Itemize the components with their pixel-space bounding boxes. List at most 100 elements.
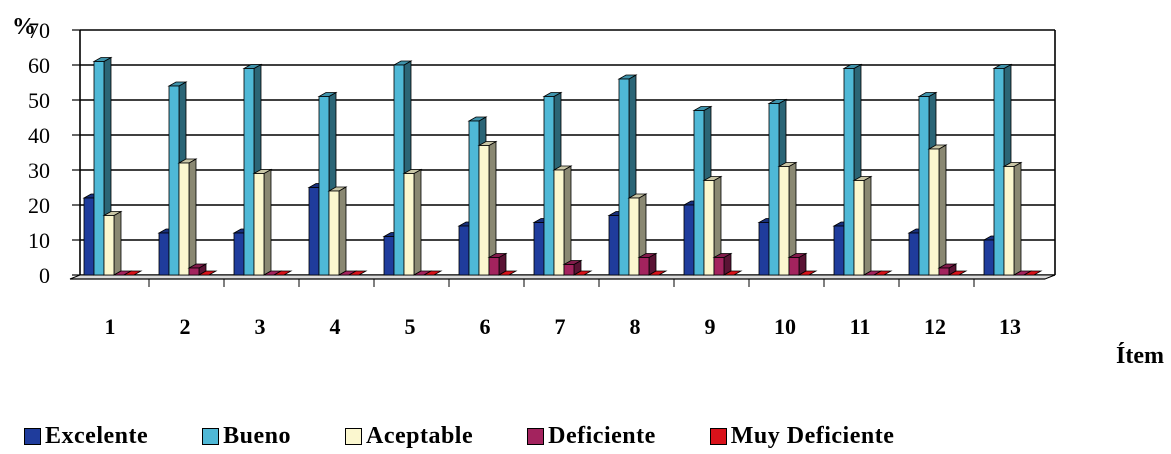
bar-side [188,158,197,276]
bar [178,162,190,276]
legend-label: Muy Deficiente [730,422,895,449]
y-tick-label: 30 [28,158,50,183]
bar [683,204,695,276]
bar [103,215,115,276]
y-tick-label: 10 [28,228,50,253]
bar [983,239,995,276]
bar [553,169,565,276]
bar [168,85,180,276]
bar [328,190,340,276]
bar-side [563,165,572,276]
x-tick-label: 6 [480,314,491,339]
legend-swatch [527,427,545,445]
legend-label: Excelente [45,422,149,449]
bar [872,270,893,276]
bar [468,120,480,276]
y-tick-label: 0 [39,263,50,288]
bar [993,68,1005,276]
bar [768,103,780,276]
bar [572,270,593,276]
y-tick-label: 70 [28,18,50,43]
bar-side [413,168,422,276]
bar [843,68,855,276]
bar [722,270,743,276]
legend-item: Deficiente [527,423,656,450]
x-tick-label: 1 [105,314,116,339]
bar [93,61,105,276]
bar [272,270,293,276]
bar [318,96,330,276]
legend-label: Deficiente [548,422,656,449]
bar [488,257,500,276]
bar [628,197,640,276]
legend-item: Bueno [202,423,291,450]
x-tick-label: 4 [330,314,341,339]
legend-label: Aceptable [365,422,474,449]
x-tick-label: 12 [924,314,946,339]
bar [788,257,800,276]
bar [403,173,415,276]
bar-side [863,175,872,276]
bar [703,180,715,276]
bar [1022,270,1043,276]
legend-swatch [24,427,41,445]
x-tick-label: 9 [705,314,716,339]
bar [947,270,968,276]
bar [797,270,818,276]
y-tick-label: 40 [28,123,50,148]
y-tick-label: 20 [28,193,50,218]
bar [197,270,218,276]
bar-side [263,168,272,276]
y-tick-label: 50 [28,88,50,113]
bar [918,96,930,276]
bar [308,187,320,276]
x-tick-label: 11 [850,314,871,339]
bar-side [113,210,122,276]
legend: Excelente Bueno Aceptable Deficiente Muy Def… [24,420,1154,452]
legend-swatch [344,427,362,445]
legend-item: Aceptable [344,422,474,450]
bar [543,96,555,276]
bar [638,257,650,276]
x-tick-label: 2 [180,314,191,339]
bar [122,270,143,276]
bar [458,225,470,276]
bar [853,180,865,276]
legend-swatch [202,427,220,445]
bar-side [938,144,947,276]
bar [778,166,790,276]
y-axis-label: % [12,14,36,40]
legend-swatch [709,427,727,445]
bar-side [338,186,347,276]
bar [253,173,265,276]
bar [158,232,170,276]
x-tick-label: 5 [405,314,416,339]
bar [608,215,620,276]
bar [908,232,920,276]
x-tick-label: 8 [630,314,641,339]
bar [188,267,200,276]
bar-side [1013,161,1022,276]
bar [563,264,575,276]
legend-item: Muy Deficiente [709,422,895,450]
legend-label: Bueno [223,422,291,449]
bar [393,64,405,276]
bar [347,270,368,276]
bar [83,197,95,276]
bar [1003,166,1015,276]
bar [938,267,950,276]
bar [693,110,705,276]
bar [618,78,630,276]
bar [383,236,395,276]
x-tick-label: 13 [999,314,1021,339]
bar [533,222,545,276]
legend-item: Excelente [24,423,148,450]
x-axis-label: Ítem [1116,343,1164,369]
bar [478,145,490,276]
bar [928,148,940,276]
bar [713,257,725,276]
bar [422,270,443,276]
x-tick-label: 3 [255,314,266,339]
x-tick-label: 7 [555,314,566,339]
